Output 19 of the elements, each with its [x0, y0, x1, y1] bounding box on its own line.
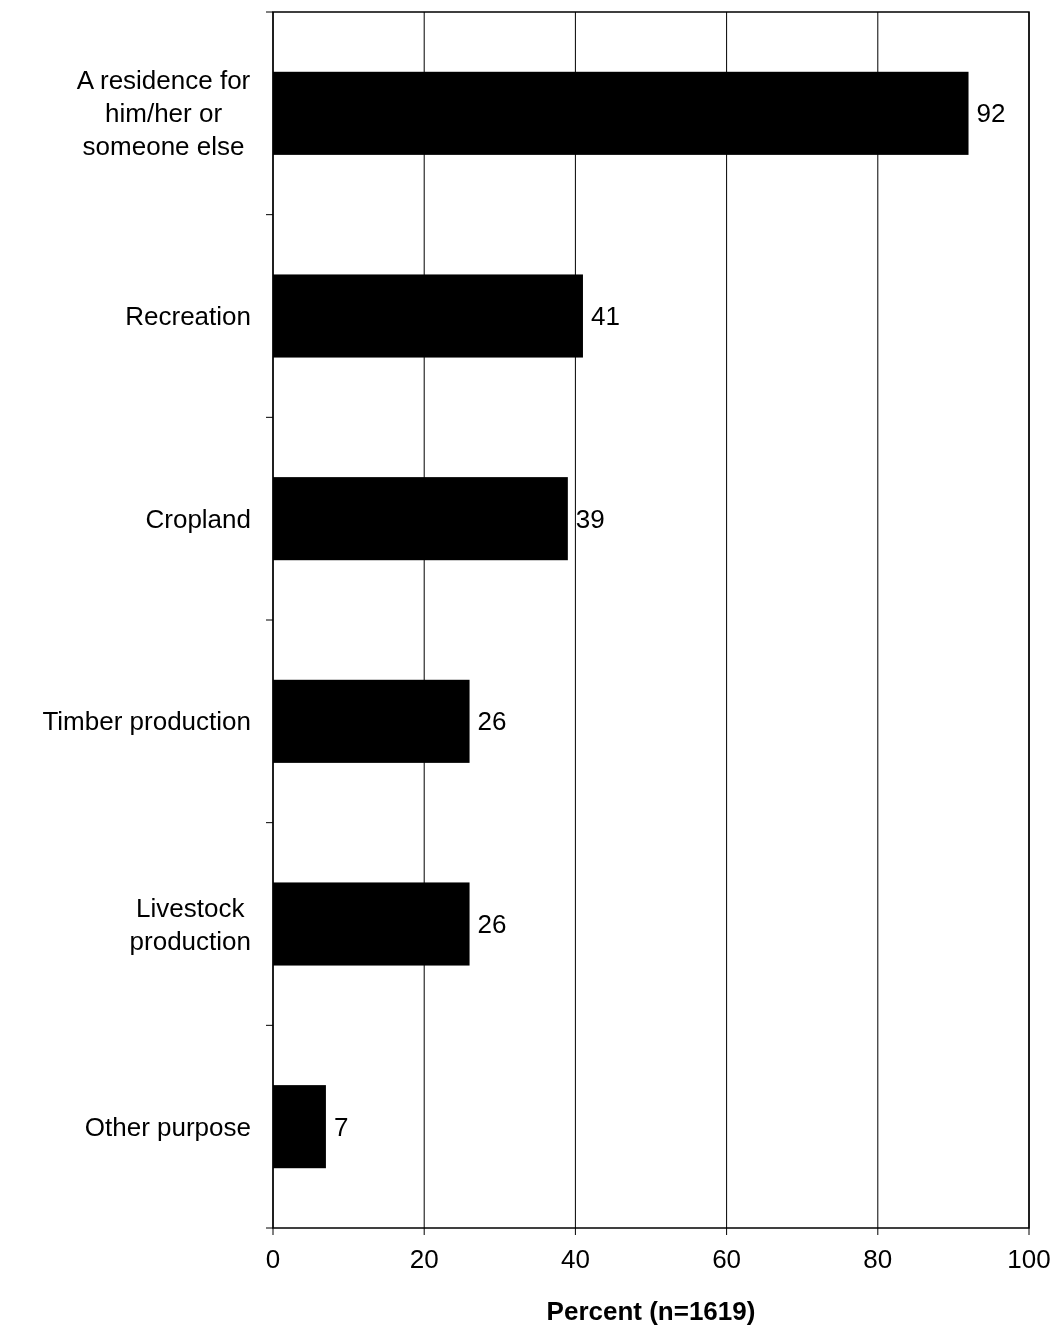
x-tick-label: 80 [863, 1244, 893, 1274]
x-tick-label: 60 [712, 1244, 742, 1274]
x-tick-label: 100 [1007, 1244, 1051, 1274]
x-tick-label: 0 [265, 1244, 281, 1274]
data-label: 41 [590, 301, 620, 332]
x-tick-label: 20 [409, 1244, 439, 1274]
x-axis-title: Percent (n=1619) [546, 1296, 756, 1326]
y-tick-label: Recreation [125, 301, 251, 332]
data-label: 7 [333, 1111, 349, 1142]
x-tick-label: 40 [560, 1244, 590, 1274]
data-label: 92 [976, 98, 1006, 129]
data-label: 39 [575, 503, 605, 534]
y-tick-label: Livestock production [129, 892, 251, 956]
data-label: 26 [477, 706, 507, 737]
y-tick-label: Other purpose [84, 1111, 252, 1142]
y-tick-label: Cropland [145, 503, 251, 534]
y-tick-label: Timber production [42, 706, 251, 737]
data-label: 26 [477, 909, 507, 940]
y-tick-label: A residence for him/her or someone else [76, 65, 251, 162]
